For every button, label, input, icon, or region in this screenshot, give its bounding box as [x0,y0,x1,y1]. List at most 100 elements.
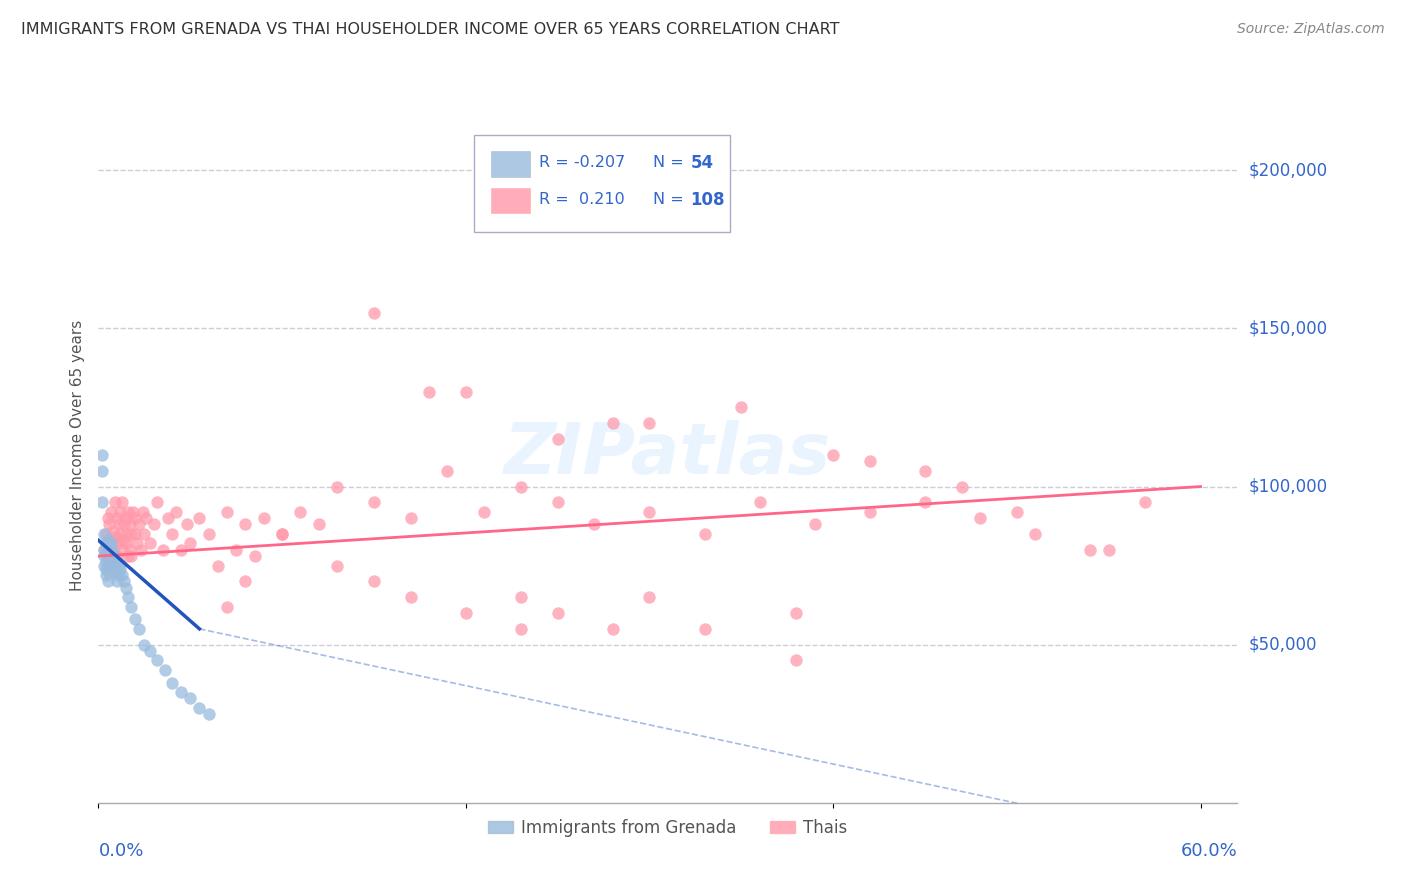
Point [98,562,121,576]
Point [146,495,169,509]
Point [124,527,146,541]
Point [914,464,936,478]
Point [859,505,882,519]
Point [179,536,201,550]
Point [363,305,385,319]
Text: N =: N = [652,155,689,170]
Text: 60.0%: 60.0% [1181,842,1237,860]
Point [188,701,211,715]
Point [91,464,114,478]
Point [399,591,422,605]
Point [129,542,152,557]
Point [105,574,128,589]
Point [111,495,134,509]
Text: N =: N = [652,192,689,207]
Point [97,558,120,573]
Point [100,558,122,573]
Point [134,638,156,652]
Point [197,707,219,722]
Point [418,384,440,399]
Point [94,536,117,550]
Point [100,558,122,573]
Point [602,622,624,636]
Point [363,574,385,589]
Point [157,511,180,525]
Point [105,533,128,548]
Point [135,511,157,525]
Point [131,505,153,519]
Point [97,565,120,579]
Point [111,542,134,557]
Point [225,542,247,557]
Point [271,527,294,541]
Point [804,517,827,532]
Text: R = -0.207: R = -0.207 [538,155,626,170]
Point [94,527,117,541]
Point [271,527,294,541]
Point [93,527,115,541]
Point [93,542,115,557]
Point [112,574,135,589]
Point [914,495,936,509]
Point [399,511,422,525]
Point [112,517,135,532]
Text: R =  0.210: R = 0.210 [538,192,624,207]
Point [1078,542,1101,557]
Point [93,542,115,557]
Point [97,552,120,566]
Point [693,622,716,636]
Point [235,574,257,589]
Y-axis label: Householder Income Over 65 years: Householder Income Over 65 years [69,319,84,591]
Point [111,568,134,582]
Point [94,562,117,576]
Point [115,511,138,525]
Point [188,511,211,525]
Text: IMMIGRANTS FROM GRENADA VS THAI HOUSEHOLDER INCOME OVER 65 YEARS CORRELATION CHA: IMMIGRANTS FROM GRENADA VS THAI HOUSEHOL… [21,22,839,37]
Text: $200,000: $200,000 [1249,161,1327,179]
Point [98,542,121,557]
Point [94,556,117,570]
Point [118,542,141,557]
Point [509,622,531,636]
Point [121,549,143,563]
Point [693,527,716,541]
FancyBboxPatch shape [491,151,530,177]
Point [101,565,124,579]
Text: ZIPatlas: ZIPatlas [505,420,831,490]
Text: 54: 54 [690,153,714,171]
Point [785,653,807,667]
Point [101,524,124,538]
Point [97,549,120,563]
Point [110,505,132,519]
Point [215,505,238,519]
Point [160,527,183,541]
Point [547,495,569,509]
Point [100,542,122,557]
Point [105,565,128,579]
Point [115,581,138,595]
Point [117,549,139,563]
Point [170,685,193,699]
Point [436,464,458,478]
Point [170,542,193,557]
Point [153,663,176,677]
Point [104,530,127,544]
Point [101,556,124,570]
Point [602,417,624,431]
Point [100,505,122,519]
Point [730,401,752,415]
Point [243,549,266,563]
Point [97,546,120,560]
Point [117,591,139,605]
Point [121,527,143,541]
Point [107,517,129,532]
Point [176,517,198,532]
Point [290,505,312,519]
Point [110,562,132,576]
Point [128,517,150,532]
Text: 108: 108 [690,191,725,209]
Point [107,558,129,573]
Point [139,644,162,658]
Point [859,454,882,468]
Point [93,558,115,573]
